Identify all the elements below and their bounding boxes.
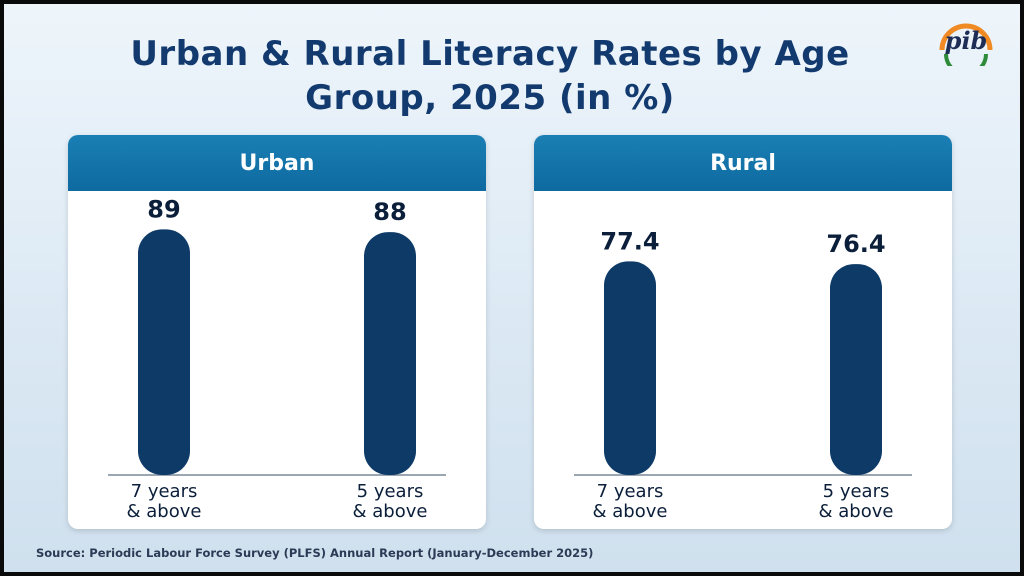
logo-text: pib <box>944 26 988 55</box>
pib-logo: pib <box>934 20 998 76</box>
category-label-1: 7 years <box>597 481 664 502</box>
category-label-2: 5 years <box>823 481 890 502</box>
bar-1 <box>138 229 190 475</box>
category-label-1: & above <box>593 501 668 522</box>
category-label-1: & above <box>127 501 202 522</box>
category-label-2: & above <box>819 501 894 522</box>
rural-panel-header: Rural <box>534 135 952 191</box>
bar-1 <box>604 261 656 475</box>
data-label-1: 89 <box>147 195 180 223</box>
category-label-2: & above <box>353 501 428 522</box>
chart-title: Urban & Rural Literacy Rates by Age Grou… <box>130 34 850 118</box>
data-label-2: 88 <box>373 198 406 226</box>
rural-chart-panel: Rural 77.4 7 years & above 76.4 5 years & abo… <box>534 135 952 529</box>
data-label-2: 76.4 <box>826 230 885 258</box>
source-note: Source: Periodic Labour Force Survey (PL… <box>36 546 594 560</box>
data-label-1: 77.4 <box>600 227 659 255</box>
bar-2 <box>830 264 882 475</box>
urban-chart-panel: Urban 89 7 years & above 88 5 years & above <box>68 135 486 529</box>
category-label-2: 5 years <box>357 481 424 502</box>
bar-2 <box>364 232 416 475</box>
urban-panel-header: Urban <box>68 135 486 191</box>
category-label-1: 7 years <box>131 481 198 502</box>
